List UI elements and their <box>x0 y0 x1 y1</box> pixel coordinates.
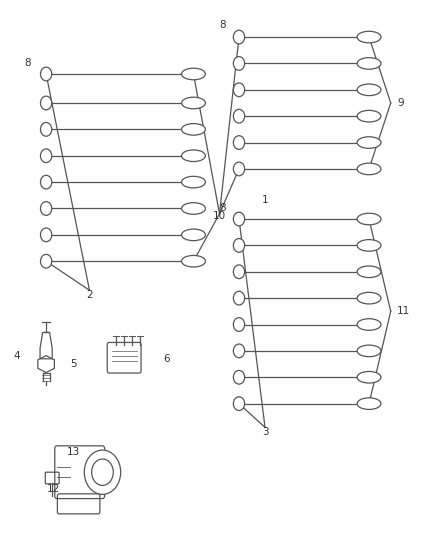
Ellipse shape <box>356 137 380 148</box>
Text: 12: 12 <box>47 484 60 494</box>
Text: 8: 8 <box>219 20 226 30</box>
Circle shape <box>40 175 52 189</box>
Ellipse shape <box>181 97 205 109</box>
Circle shape <box>233 136 244 149</box>
Circle shape <box>233 344 244 358</box>
Ellipse shape <box>356 110 380 122</box>
Ellipse shape <box>356 240 380 251</box>
Ellipse shape <box>356 372 380 383</box>
Text: 8: 8 <box>219 204 226 214</box>
Circle shape <box>233 292 244 305</box>
Circle shape <box>233 162 244 176</box>
Circle shape <box>40 149 52 163</box>
Circle shape <box>233 370 244 384</box>
Ellipse shape <box>356 163 380 175</box>
Circle shape <box>233 265 244 279</box>
Ellipse shape <box>181 124 205 135</box>
Circle shape <box>233 239 244 252</box>
Ellipse shape <box>181 150 205 161</box>
Ellipse shape <box>181 255 205 267</box>
Text: 4: 4 <box>14 351 20 361</box>
Text: 5: 5 <box>70 359 76 369</box>
Circle shape <box>233 109 244 123</box>
Text: 13: 13 <box>67 447 80 457</box>
Ellipse shape <box>356 58 380 69</box>
Ellipse shape <box>356 319 380 330</box>
Circle shape <box>233 30 244 44</box>
Text: 11: 11 <box>396 306 410 316</box>
Ellipse shape <box>356 398 380 409</box>
Circle shape <box>92 459 113 486</box>
Circle shape <box>233 397 244 410</box>
Ellipse shape <box>181 68 205 80</box>
Circle shape <box>40 123 52 136</box>
Ellipse shape <box>356 292 380 304</box>
Circle shape <box>233 56 244 70</box>
Ellipse shape <box>181 229 205 241</box>
Ellipse shape <box>356 266 380 278</box>
Circle shape <box>84 450 120 494</box>
Circle shape <box>40 201 52 215</box>
Text: 6: 6 <box>163 354 170 364</box>
Circle shape <box>40 67 52 81</box>
Ellipse shape <box>181 176 205 188</box>
Circle shape <box>40 228 52 241</box>
Circle shape <box>233 83 244 96</box>
Ellipse shape <box>356 345 380 357</box>
Circle shape <box>40 96 52 110</box>
Circle shape <box>233 212 244 226</box>
Circle shape <box>233 318 244 332</box>
Text: 9: 9 <box>396 98 403 108</box>
Circle shape <box>40 254 52 268</box>
Ellipse shape <box>356 213 380 225</box>
Text: 10: 10 <box>212 212 226 221</box>
Text: 8: 8 <box>24 59 31 68</box>
Ellipse shape <box>356 31 380 43</box>
Text: 1: 1 <box>261 195 268 205</box>
Text: 2: 2 <box>86 290 92 300</box>
Ellipse shape <box>181 203 205 214</box>
Ellipse shape <box>356 84 380 95</box>
Text: 3: 3 <box>261 427 268 438</box>
